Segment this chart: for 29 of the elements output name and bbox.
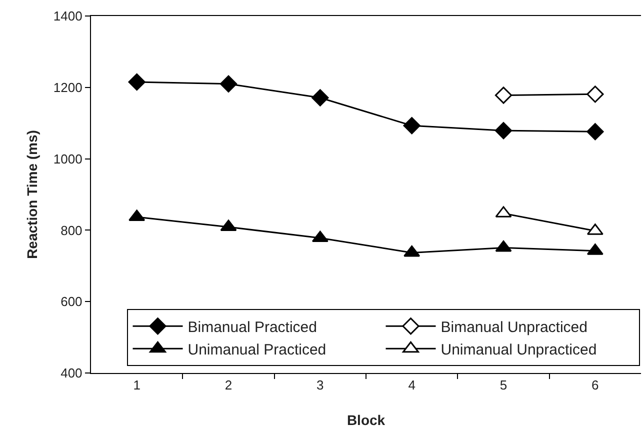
point: [403, 117, 420, 134]
x-tick-label: 3: [316, 378, 324, 393]
legend-label: Unimanual Practiced: [188, 341, 326, 358]
y-tick-label: 1200: [53, 80, 82, 95]
x-tick-label: 6: [592, 378, 599, 393]
x-tick-label: 2: [224, 378, 232, 393]
point: [128, 73, 146, 91]
point: [312, 230, 328, 242]
point: [586, 86, 604, 103]
y-tick-label: 1000: [53, 151, 82, 166]
x-tick-label: 4: [408, 378, 416, 393]
point: [312, 89, 329, 106]
legend-label: Bimanual Practiced: [188, 318, 317, 336]
point: [404, 245, 420, 257]
x-axis-title: Block: [346, 412, 386, 428]
point: [494, 86, 512, 104]
point: [586, 123, 604, 140]
y-tick-label: 1400: [53, 8, 82, 24]
legend-label: Unimanual Unpracticed: [440, 341, 597, 358]
x-tick-label: 1: [133, 378, 140, 393]
legend-label: Bimanual Unpracticed: [440, 318, 588, 336]
y-tick-label: 400: [60, 366, 82, 381]
point: [220, 75, 238, 92]
y-axis-title: Reaction Time (ms): [24, 130, 40, 259]
point: [495, 240, 512, 252]
x-tick-label: 5: [500, 378, 508, 393]
y-tick-label: 600: [60, 294, 82, 310]
point: [494, 122, 512, 140]
y-tick-label: 800: [60, 222, 82, 238]
